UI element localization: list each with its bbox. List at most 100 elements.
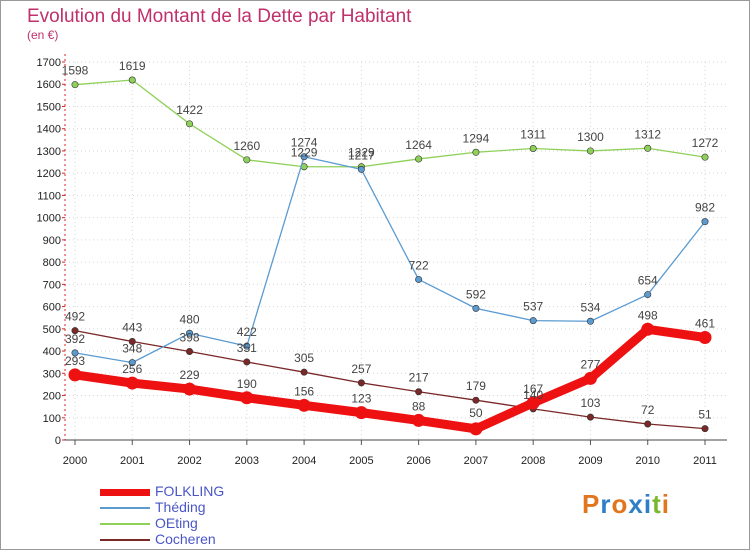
y-tick-label: 1600 <box>37 79 61 91</box>
series-line-théding <box>74 156 706 364</box>
series-layer <box>68 76 712 436</box>
data-point <box>125 376 139 390</box>
data-point <box>300 368 308 376</box>
legend-swatch <box>100 488 150 496</box>
data-label: 537 <box>523 300 543 314</box>
data-point <box>415 388 423 396</box>
y-tick-label: 1700 <box>37 57 61 69</box>
logo-letter: P <box>582 489 601 519</box>
data-label: 88 <box>412 399 426 413</box>
data-point <box>71 81 79 89</box>
x-tick-label: 2008 <box>521 455 545 467</box>
x-tick-label: 2011 <box>693 455 717 467</box>
data-point <box>644 144 652 152</box>
data-label: 51 <box>698 408 712 422</box>
x-tick-label: 2007 <box>464 455 488 467</box>
logo-letter: t <box>652 489 662 519</box>
data-point <box>698 330 712 344</box>
x-tick-label: 2010 <box>635 455 659 467</box>
data-label: 50 <box>469 406 483 420</box>
logo-letter: i <box>661 489 670 519</box>
x-tick-label: 2006 <box>406 455 430 467</box>
data-point <box>415 275 423 283</box>
series-line-cocheren <box>74 329 706 430</box>
data-point <box>529 144 537 152</box>
y-tick-label: 1100 <box>37 190 61 202</box>
data-point <box>472 396 480 404</box>
data-labels: 293 256 229 190 156 123 88 50 167 277 498 461 392 348… <box>62 59 719 422</box>
data-point <box>586 317 594 325</box>
legend-swatch <box>100 507 150 509</box>
data-label: 256 <box>122 362 142 376</box>
data-label: 498 <box>638 308 658 322</box>
data-point <box>412 413 426 427</box>
legend-swatch <box>100 523 150 525</box>
data-point <box>415 155 423 163</box>
y-tick-label: 1400 <box>37 124 61 136</box>
data-point <box>644 291 652 299</box>
data-label: 305 <box>294 351 314 365</box>
data-label: 392 <box>65 332 85 346</box>
axes: 0 100 200 300 400 500 600 700 800 900 1000 1100 1200… <box>37 54 727 467</box>
data-label: 480 <box>180 312 200 326</box>
y-tick-label: 800 <box>43 257 61 269</box>
data-label: 123 <box>351 392 371 406</box>
data-label: 1229 <box>348 146 375 160</box>
data-point <box>701 153 709 161</box>
y-tick-label: 400 <box>43 346 61 358</box>
legend-swatch <box>100 539 150 541</box>
data-label: 1229 <box>291 146 318 160</box>
x-tick-label: 2002 <box>177 455 201 467</box>
chart-subtitle: (en €) <box>27 28 59 42</box>
y-tick-label: 100 <box>43 413 61 425</box>
data-point <box>186 329 194 337</box>
data-label: 277 <box>580 357 600 371</box>
data-label: 534 <box>580 300 600 314</box>
data-point <box>71 349 79 357</box>
data-point <box>128 76 136 84</box>
data-point <box>243 358 251 366</box>
data-point <box>644 420 652 428</box>
data-point <box>354 406 368 420</box>
data-point <box>357 379 365 387</box>
data-point <box>128 337 136 345</box>
data-point <box>240 391 254 405</box>
data-point <box>186 348 194 356</box>
data-label: 1294 <box>463 131 490 145</box>
x-tick-label: 2005 <box>349 455 373 467</box>
data-label: 492 <box>65 310 85 324</box>
data-label: 1272 <box>692 136 719 150</box>
data-label: 461 <box>695 316 715 330</box>
legend-label: Cocheren <box>155 531 216 547</box>
x-tick-label: 2001 <box>120 455 144 467</box>
data-label: 722 <box>409 258 429 272</box>
data-point <box>526 396 540 410</box>
data-label: 1217 <box>348 148 375 162</box>
data-label: 167 <box>523 382 543 396</box>
x-tick-label: 2009 <box>578 455 602 467</box>
data-label: 103 <box>580 396 600 410</box>
y-tick-label: 600 <box>43 302 61 314</box>
data-point <box>583 371 597 385</box>
data-point <box>243 342 251 350</box>
data-label: 1300 <box>577 130 604 144</box>
data-label: 982 <box>695 201 715 215</box>
data-point <box>701 425 709 433</box>
logo-letter: o <box>611 489 629 519</box>
series-line-folkling <box>70 324 710 434</box>
y-tick-label: 1500 <box>37 101 61 113</box>
data-label: 1422 <box>176 103 203 117</box>
data-point <box>529 317 537 325</box>
data-label: 229 <box>180 368 200 382</box>
y-tick-label: 0 <box>55 435 61 447</box>
legend-label: Théding <box>155 499 206 515</box>
y-tick-label: 1000 <box>37 213 61 225</box>
data-point <box>128 359 136 367</box>
data-point <box>243 156 251 164</box>
data-label: 1598 <box>62 64 89 78</box>
data-label: 1311 <box>520 127 546 141</box>
data-label: 1312 <box>634 127 661 141</box>
data-point <box>586 413 594 421</box>
